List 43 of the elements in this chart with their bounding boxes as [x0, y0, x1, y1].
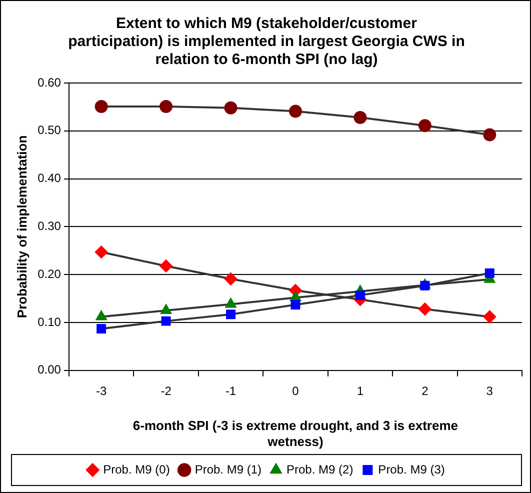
chart-title: Extent to which M9 (stakeholder/customer participation) is implemented in largest Georgia CWS in relation to 6-month SPI (no lag): [68, 15, 465, 68]
y-tick-label: 0.30: [38, 219, 62, 234]
point: [354, 110, 367, 124]
x-tick-label: -2: [160, 384, 172, 398]
y-axis-title: Probability of implementation: [14, 135, 30, 318]
y-tick-label: 0.00: [38, 362, 62, 377]
y-tick-label: 0.60: [38, 75, 62, 90]
point: [483, 310, 496, 324]
y-tick-label: 0.40: [38, 171, 62, 186]
point: [96, 324, 106, 334]
x-axis-title: 6-month SPI (-3 is extreme drought, and 3 is extreme wetness): [132, 418, 458, 449]
point: [160, 304, 172, 314]
point: [288, 104, 302, 118]
x-tick-label: 3: [486, 384, 494, 398]
point: [420, 280, 430, 290]
y-tick-label: 0.50: [38, 123, 62, 138]
point: [94, 246, 108, 259]
x-tick-label: 1: [356, 384, 364, 398]
point: [94, 100, 108, 113]
point: [290, 300, 300, 310]
point: [355, 290, 365, 300]
point: [226, 310, 236, 320]
x-tick-label: 0: [292, 384, 300, 398]
point: [160, 259, 173, 272]
legend-label: Prob. M9 (2): [286, 462, 354, 476]
point: [225, 298, 236, 308]
point: [484, 268, 494, 278]
x-tick-label: -3: [96, 384, 107, 398]
y-tick-label: 0.10: [38, 314, 62, 329]
point: [160, 100, 173, 113]
point: [483, 128, 496, 142]
point: [96, 310, 108, 320]
legend-label: Prob. M9 (0): [103, 462, 170, 476]
legend-label: Prob. M9 (1): [194, 462, 262, 476]
point: [161, 316, 171, 326]
x-tick-label: -1: [225, 384, 236, 398]
legend-label: Prob. M9 (3): [378, 462, 445, 476]
point: [418, 302, 432, 316]
x-tick-label: 2: [422, 384, 429, 398]
point: [418, 119, 432, 132]
y-tick-label: 0.20: [38, 266, 62, 281]
point: [224, 272, 238, 286]
point: [224, 101, 238, 114]
